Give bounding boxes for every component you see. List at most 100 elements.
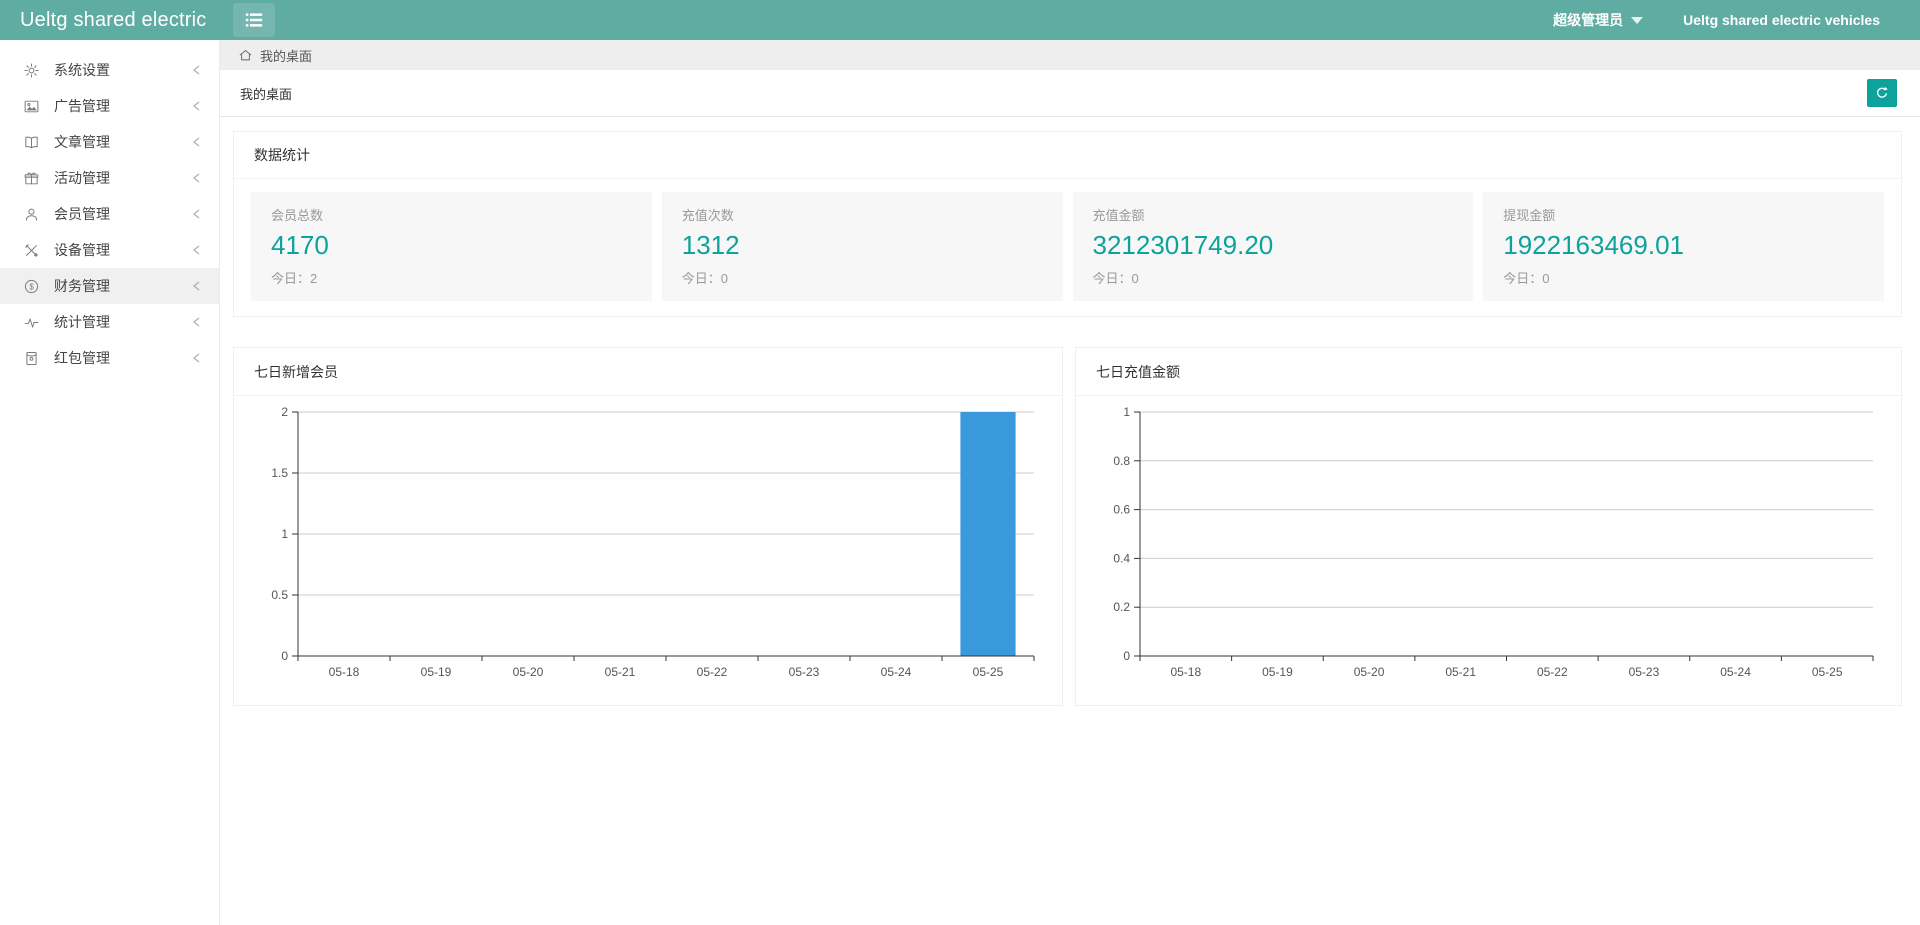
sidebar-item-devices[interactable]: 设备管理 [0, 232, 219, 268]
stat-today: 今日：0 [1093, 268, 1454, 287]
refresh-icon [1874, 85, 1890, 101]
stat-card-recharge-count: 充值次数 1312 今日：0 [662, 192, 1063, 301]
stat-label: 提现金额 [1503, 205, 1864, 224]
charts-row: 七日新增会员 0 0.5 1 1.5 2 05-18 05-19 05-20 05-21 05-2… [233, 347, 1902, 706]
sidebar-item-label: 系统设置 [54, 60, 191, 80]
svg-text:0.5: 0.5 [271, 588, 288, 602]
stats-panel: 数据统计 会员总数 4170 今日： 2 充值次数 1312 今日：0 充值金额 [233, 131, 1902, 317]
svg-text:05-23: 05-23 [1629, 665, 1660, 679]
home-icon[interactable] [238, 48, 253, 63]
svg-text:05-21: 05-21 [1445, 665, 1476, 679]
svg-text:05-23: 05-23 [789, 665, 820, 679]
brand-right-text: Ueltg shared electric vehicles [1683, 12, 1880, 28]
sidebar: 系统设置 广告管理 文章管理 活动管理 [0, 40, 220, 925]
sidebar-item-label: 财务管理 [54, 276, 191, 296]
topbar-right: 超级管理员 Ueltg shared electric vehicles [1553, 10, 1920, 30]
stat-value: 3212301749.20 [1093, 230, 1454, 261]
sidebar-item-label: 文章管理 [54, 132, 191, 152]
sidebar-item-finance[interactable]: $ 财务管理 [0, 268, 219, 304]
sidebar-item-label: 统计管理 [54, 312, 191, 332]
sidebar-item-red-packets[interactable]: 红包管理 [0, 340, 219, 376]
user-role-dropdown[interactable]: 超级管理员 [1553, 10, 1643, 30]
stat-card-withdraw-amount: 提现金额 1922163469.01 今日：0 [1483, 192, 1884, 301]
stat-today-value: 2 [310, 271, 317, 286]
admin-dashboard: Ueltg shared electric 超级管理员 Ueltg shared… [0, 0, 1920, 925]
sidebar-item-members[interactable]: 会员管理 [0, 196, 219, 232]
svg-text:05-20: 05-20 [1354, 665, 1385, 679]
bar-chart-new-members: 00.511.5205-1805-1905-2005-2105-2205-230… [234, 398, 1060, 698]
chevron-left-icon [191, 100, 203, 112]
user-role-label: 超级管理员 [1553, 10, 1623, 30]
svg-text:0: 0 [1123, 649, 1130, 663]
stat-today: 今日：0 [682, 268, 1043, 287]
bar-chart-recharge-amount: 00.20.40.60.8105-1805-1905-2005-2105-220… [1076, 398, 1899, 698]
stat-today-label: 今日： [1093, 271, 1132, 286]
sidebar-toggle-button[interactable] [233, 3, 275, 37]
stat-today-label: 今日： [682, 271, 721, 286]
chevron-left-icon [191, 172, 203, 184]
page-title[interactable]: 我的桌面 [240, 84, 292, 103]
svg-text:05-22: 05-22 [697, 665, 728, 679]
caret-down-icon [1631, 17, 1643, 24]
pulse-icon [22, 313, 40, 331]
svg-text:0.4: 0.4 [1113, 551, 1130, 565]
svg-text:05-24: 05-24 [881, 665, 912, 679]
sidebar-item-articles[interactable]: 文章管理 [0, 124, 219, 160]
stats-panel-title: 数据统计 [234, 132, 1901, 179]
chart-body: 00.20.40.60.8105-1805-1905-2005-2105-220… [1076, 396, 1901, 705]
stat-label: 充值金额 [1093, 205, 1454, 224]
user-icon [22, 205, 40, 223]
sidebar-item-system-settings[interactable]: 系统设置 [0, 52, 219, 88]
sidebar-item-label: 广告管理 [54, 96, 191, 116]
chart-title: 七日新增会员 [234, 348, 1062, 396]
svg-text:05-19: 05-19 [1262, 665, 1293, 679]
main-area: 我的桌面 我的桌面 数据统计 会员总数 4170 今日： 2 [220, 40, 1920, 925]
svg-text:05-24: 05-24 [1720, 665, 1751, 679]
svg-text:05-21: 05-21 [605, 665, 636, 679]
sidebar-item-label: 会员管理 [54, 204, 191, 224]
chevron-left-icon [191, 208, 203, 220]
stat-today-value: 0 [1542, 271, 1549, 286]
chevron-left-icon [191, 280, 203, 292]
sidebar-item-statistics[interactable]: 统计管理 [0, 304, 219, 340]
stat-today: 今日：0 [1503, 268, 1864, 287]
svg-text:1.5: 1.5 [271, 466, 288, 480]
svg-text:05-22: 05-22 [1537, 665, 1568, 679]
chart-panel-recharge-amount: 七日充值金额 00.20.40.60.8105-1805-1905-2005-2… [1075, 347, 1902, 706]
gear-icon [22, 61, 40, 79]
chart-body: 00.511.5205-1805-1905-2005-2105-2205-230… [234, 396, 1062, 705]
sidebar-item-label: 红包管理 [54, 348, 191, 368]
finance-icon: $ [22, 277, 40, 295]
svg-text:05-19: 05-19 [421, 665, 452, 679]
stats-cards: 会员总数 4170 今日： 2 充值次数 1312 今日：0 充值金额 32123… [234, 179, 1901, 316]
sidebar-item-ads[interactable]: 广告管理 [0, 88, 219, 124]
stat-card-recharge-amount: 充值金额 3212301749.20 今日：0 [1073, 192, 1474, 301]
stat-value: 1312 [682, 230, 1043, 261]
svg-text:05-20: 05-20 [513, 665, 544, 679]
svg-text:2: 2 [281, 405, 288, 419]
top-header: Ueltg shared electric 超级管理员 Ueltg shared… [0, 0, 1920, 40]
svg-text:$: $ [29, 282, 34, 291]
stat-value: 1922163469.01 [1503, 230, 1864, 261]
svg-text:0.2: 0.2 [1113, 600, 1130, 614]
refresh-button[interactable] [1867, 79, 1897, 107]
svg-text:05-18: 05-18 [329, 665, 360, 679]
content: 数据统计 会员总数 4170 今日： 2 充值次数 1312 今日：0 充值金额 [220, 117, 1920, 706]
sidebar-item-activities[interactable]: 活动管理 [0, 160, 219, 196]
breadcrumb: 我的桌面 [220, 40, 1920, 70]
gift-icon [22, 169, 40, 187]
chevron-left-icon [191, 244, 203, 256]
chevron-left-icon [191, 136, 203, 148]
svg-text:1: 1 [281, 527, 288, 541]
book-icon [22, 133, 40, 151]
stat-value: 4170 [271, 230, 632, 261]
chart-panel-new-members: 七日新增会员 00.511.5205-1805-1905-2005-2105-2… [233, 347, 1063, 706]
page-tab-bar: 我的桌面 [220, 70, 1920, 117]
svg-text:05-25: 05-25 [1812, 665, 1843, 679]
breadcrumb-label[interactable]: 我的桌面 [260, 46, 312, 65]
app-title: Ueltg shared electric [0, 9, 220, 32]
svg-text:05-25: 05-25 [973, 665, 1004, 679]
image-icon [22, 97, 40, 115]
stat-label: 会员总数 [271, 205, 632, 224]
stat-today-label: 今日： [1503, 271, 1542, 286]
